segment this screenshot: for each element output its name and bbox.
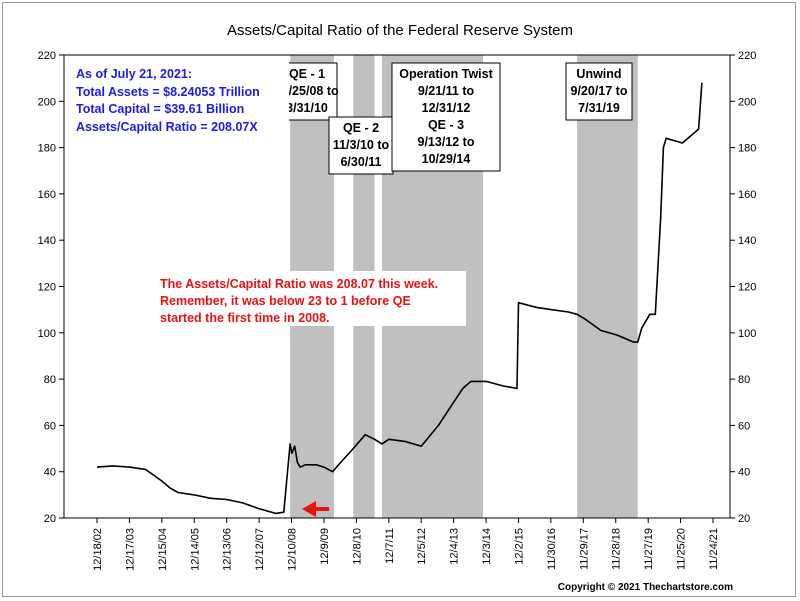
x-tick-label: 12/5/12	[416, 528, 428, 565]
arrow-icon	[302, 501, 329, 517]
y-tick-label-left: 80	[44, 374, 56, 386]
x-tick-label: 11/25/20	[676, 528, 688, 570]
period-label-box-4: Unwind 9/20/17 to 7/31/19	[565, 62, 633, 121]
y-tick-label-right: 160	[738, 189, 756, 201]
period-label-line: Unwind	[576, 67, 621, 81]
period-label-bg	[391, 62, 501, 172]
annotation-line-3: started the first time in 2008.	[160, 311, 330, 325]
annotation-box: The Assets/Capital Ratio was 208.07 this…	[150, 271, 466, 326]
x-tick-label: 11/30/16	[546, 528, 558, 570]
y-tick-label-left: 220	[38, 50, 56, 62]
x-tick-label: 11/24/21	[708, 528, 720, 570]
x-tick-label: 12/14/05	[189, 528, 201, 571]
info-box-bg	[71, 62, 289, 138]
annotation-line-2: Remember, it was below 23 to 1 before QE	[160, 294, 411, 308]
period-label-bg	[565, 62, 633, 121]
period-label-line: 9/20/17 to	[571, 84, 628, 98]
x-tick-label: 11/28/18	[611, 528, 623, 570]
series-line-1	[96, 82, 703, 515]
x-tick-label: 12/9/09	[319, 528, 331, 565]
x-tick-label: 12/18/02	[92, 528, 104, 571]
arrow-head	[302, 501, 316, 517]
y-tick-label-left: 180	[38, 143, 56, 155]
info-box: As of July 21, 2021: Total Assets = $8.2…	[71, 62, 289, 138]
info-line-ratio: Assets/Capital Ratio = 208.07X	[76, 120, 258, 134]
y-tick-label-left: 40	[44, 467, 56, 479]
period-label-box-3: Operation Twist 9/21/11 to 12/31/12 QE - 3 9…	[391, 62, 501, 172]
period-label-line: Operation Twist	[399, 67, 493, 81]
period-label-line: 9/21/11 to	[418, 84, 475, 98]
x-tick-label: 12/12/07	[254, 528, 266, 571]
copyright-text: Copyright © 2021 Thechartstore.com	[558, 582, 733, 593]
info-line-date: As of July 21, 2021:	[76, 67, 192, 81]
y-tick-label-right: 200	[738, 96, 756, 108]
y-tick-label-left: 200	[38, 96, 56, 108]
y-tick-label-right: 180	[738, 143, 756, 155]
y-tick-label-left: 100	[38, 328, 56, 340]
x-tick-label: 12/7/11	[384, 528, 396, 564]
y-tick-label-left: 60	[44, 420, 56, 432]
x-tick-label: 12/8/10	[351, 528, 363, 565]
y-tick-label-right: 80	[738, 374, 750, 386]
info-line-assets: Total Assets = $8.24053 Trillion	[76, 85, 260, 99]
x-tick-label: 12/17/03	[124, 528, 136, 571]
y-tick-label-left: 120	[38, 282, 56, 294]
info-line-capital: Total Capital = $39.61 Billion	[76, 102, 244, 116]
period-label-line: 10/29/14	[422, 152, 471, 166]
x-tick-label: 11/29/17	[578, 528, 590, 570]
x-tick-label: 12/15/04	[157, 528, 169, 571]
period-label-line: QE - 2	[343, 121, 379, 135]
y-tick-label-left: 160	[38, 189, 56, 201]
x-tick-label: 11/27/19	[643, 528, 655, 570]
period-label-line: 11/3/10 to	[333, 138, 390, 152]
y-tick-label-right: 140	[738, 235, 756, 247]
chart-title: Assets/Capital Ratio of the Federal Rese…	[227, 22, 573, 39]
y-tick-label-right: 20	[738, 513, 750, 525]
period-label-line: QE - 1	[289, 67, 325, 81]
period-label-line: 11/25/08 to	[275, 84, 339, 98]
series-layer	[96, 82, 703, 515]
annotation-line-1: The Assets/Capital Ratio was 208.07 this…	[160, 277, 438, 291]
axes: 20 20 40 40 60 60 80 80 100 100 120 120 140 140 160 160…	[38, 50, 757, 571]
x-tick-label: 12/3/14	[481, 528, 493, 565]
shaded-period-4	[577, 55, 638, 518]
y-tick-label-right: 120	[738, 282, 756, 294]
y-tick-label-right: 40	[738, 467, 750, 479]
period-label-box-2: QE - 2 11/3/10 to 6/30/11	[328, 116, 394, 175]
x-tick-label: 12/4/13	[449, 528, 461, 565]
y-tick-label-left: 20	[44, 513, 56, 525]
y-tick-label-left: 140	[38, 235, 56, 247]
period-label-line: 9/13/12 to	[418, 135, 475, 149]
period-label-line: 7/31/19	[578, 101, 620, 115]
period-label-line: 12/31/12	[422, 101, 471, 115]
period-labels: QE - 1 11/25/08 to 3/31/10 QE - 2 11/3/10 to…	[275, 62, 633, 175]
period-label-line: 3/31/10	[286, 101, 328, 115]
annotation-bg	[150, 271, 466, 326]
y-tick-label-right: 220	[738, 50, 756, 62]
x-tick-label: 12/10/08	[287, 528, 299, 571]
y-tick-label-right: 60	[738, 420, 750, 432]
y-tick-label-right: 100	[738, 328, 756, 340]
x-tick-label: 12/2/15	[514, 528, 526, 565]
period-label-line: QE - 3	[428, 118, 464, 132]
period-label-line: 6/30/11	[340, 155, 381, 169]
x-tick-label: 12/13/06	[222, 528, 234, 571]
